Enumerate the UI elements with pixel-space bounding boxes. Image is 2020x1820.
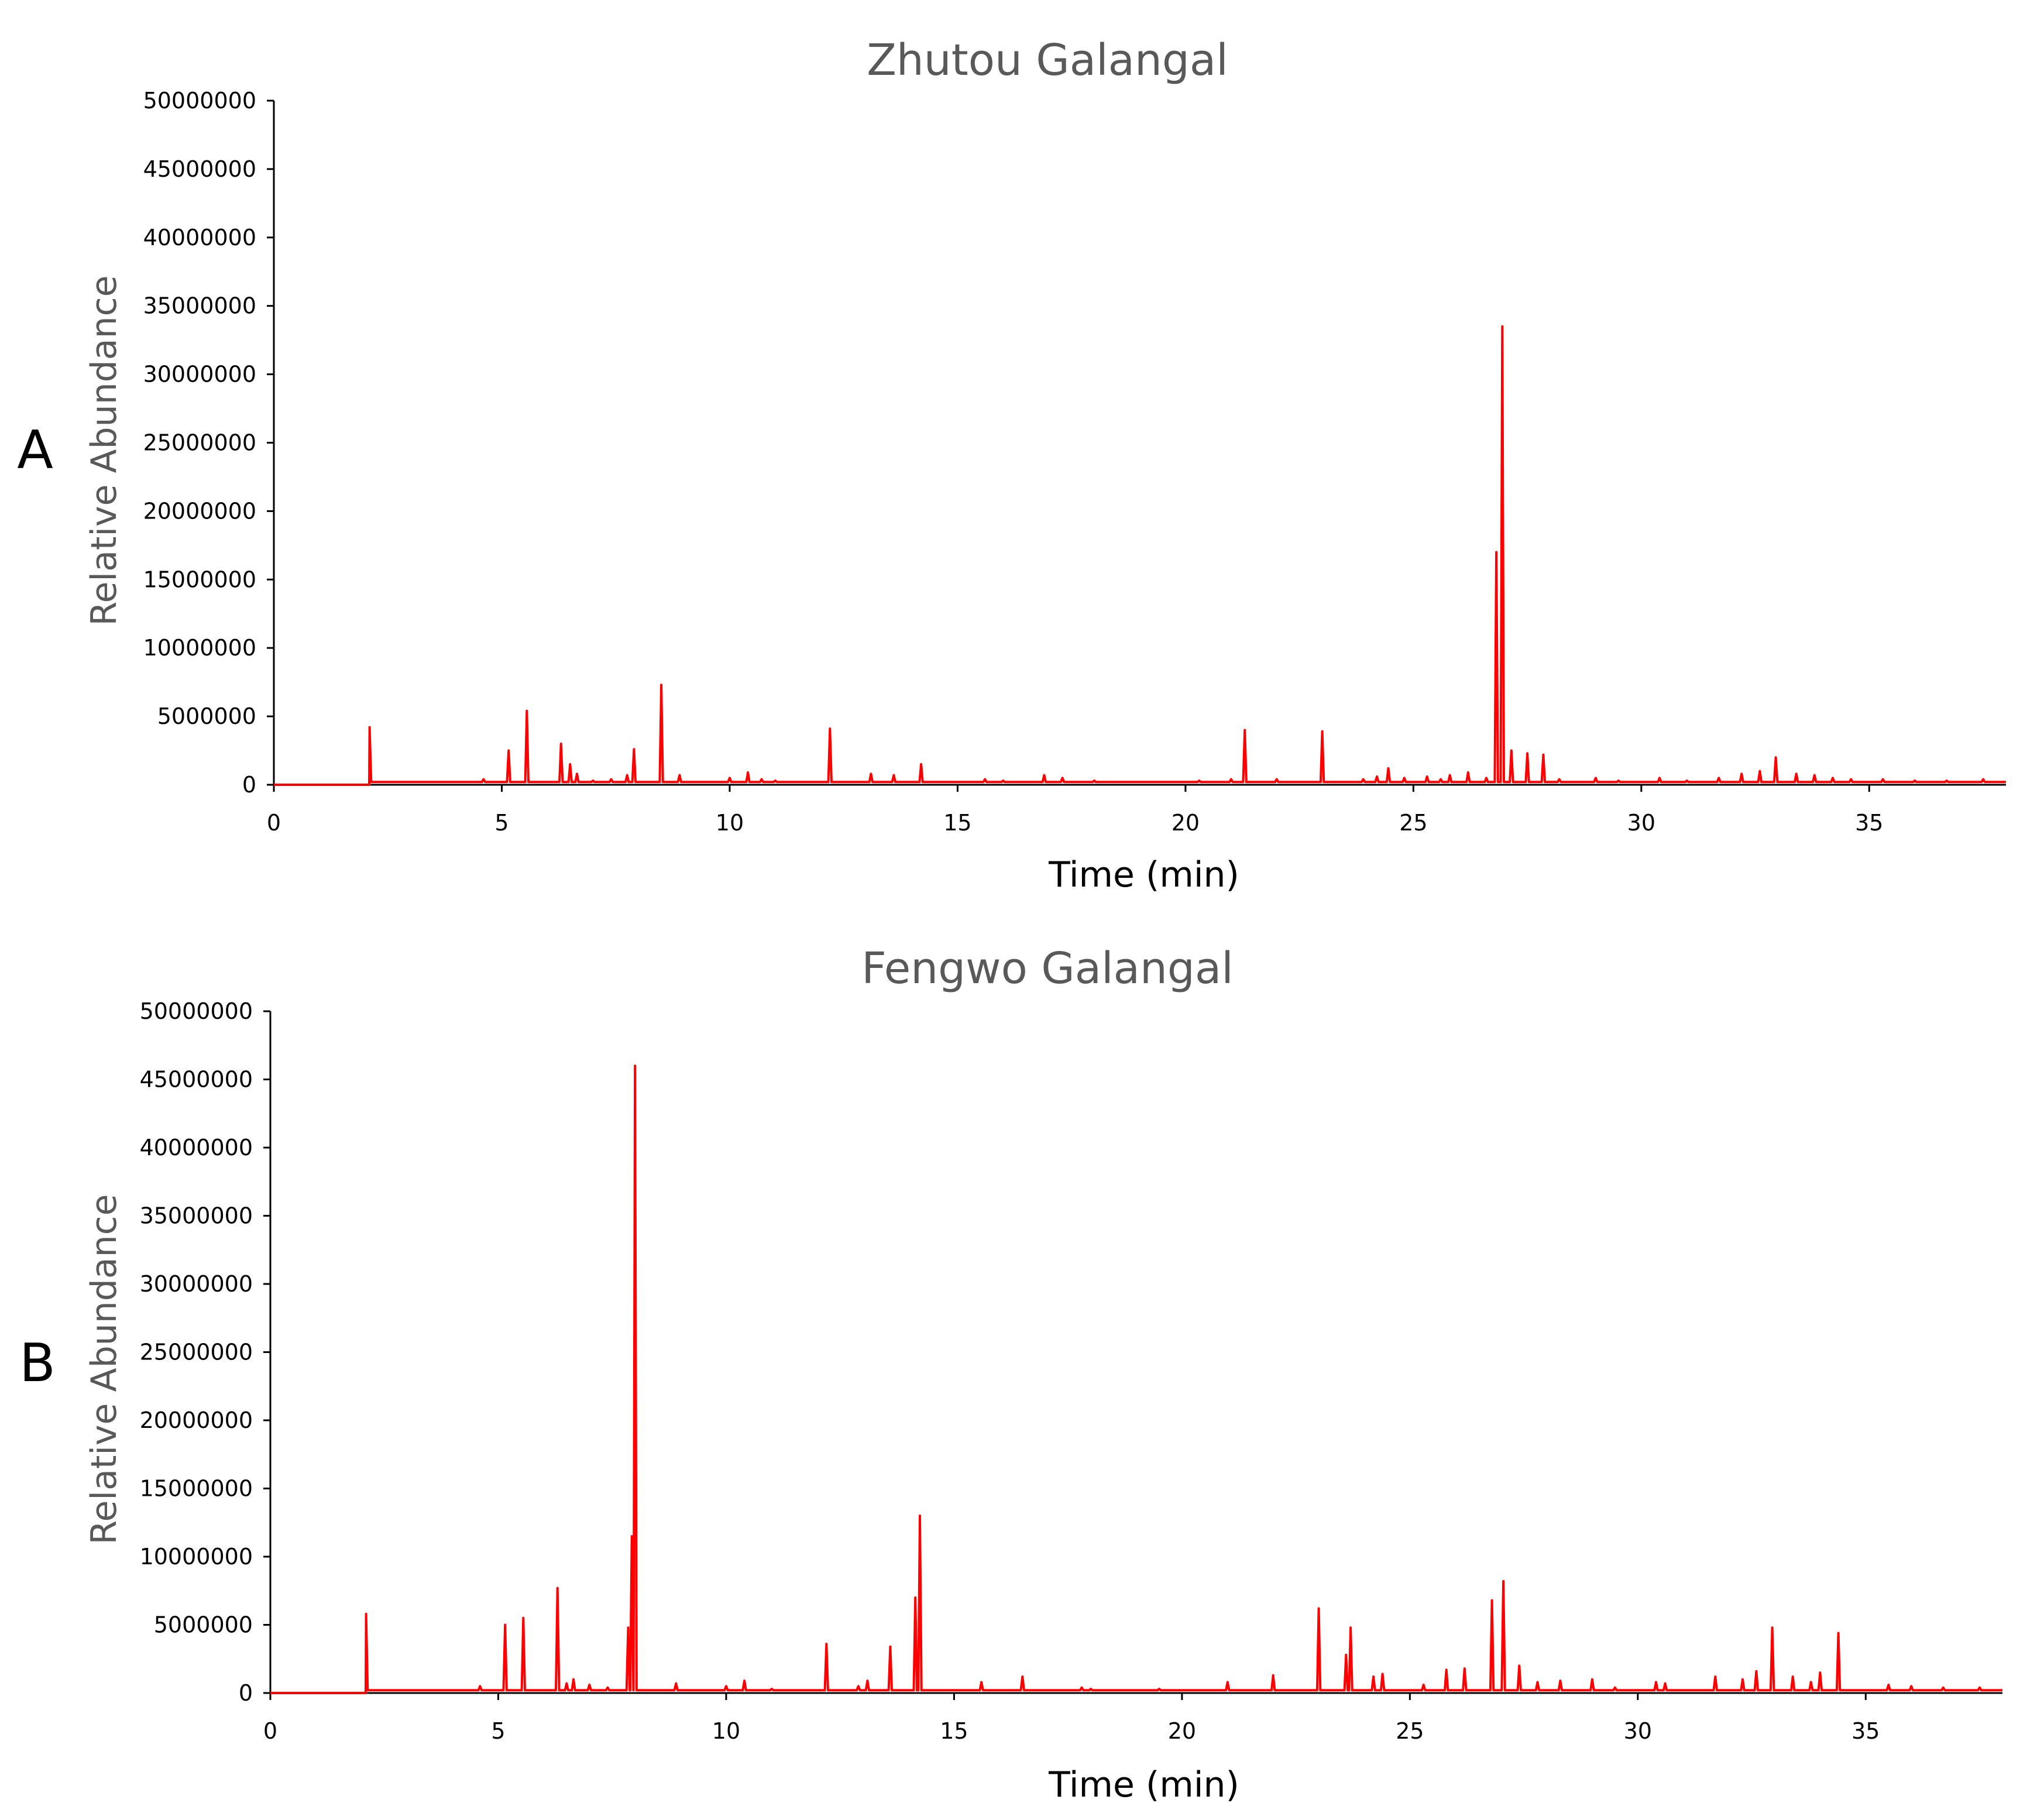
- y-tick-label: 10000000: [143, 635, 256, 661]
- y-tick-label: 30000000: [140, 1271, 253, 1297]
- x-axis-label-a: Time (min): [1048, 854, 1239, 895]
- x-tick-label: 25: [1396, 1718, 1424, 1744]
- x-tick-label: 35: [1851, 1718, 1880, 1744]
- y-axis-label-a: Relative Abundance: [84, 275, 125, 626]
- x-tick-label: 0: [263, 1718, 277, 1744]
- y-ticks-b: 0 5000000 10000000 15000000 20000000 25000000…: [140, 998, 270, 1706]
- x-tick-label: 15: [943, 810, 971, 836]
- chromatogram-trace-b: [270, 1064, 2002, 1694]
- chart-title-b: Fengwo Galangal: [861, 943, 1234, 994]
- y-tick-label: 30000000: [143, 362, 256, 387]
- chart-panel-a: A Zhutou Galangal Relative Abundance Tim…: [17, 35, 2006, 895]
- y-tick-label: 45000000: [140, 1067, 253, 1093]
- x-tick-label: 20: [1172, 810, 1200, 836]
- x-tick-label: 10: [712, 1718, 740, 1744]
- y-tick-label: 35000000: [140, 1203, 253, 1229]
- y-ticks-a: 0 5000000 10000000 15000000 20000000 25000000…: [143, 88, 274, 798]
- y-tick-label: 10000000: [140, 1544, 253, 1570]
- panel-letter-b: B: [19, 1333, 56, 1394]
- y-tick-label: 45000000: [143, 156, 256, 182]
- y-tick-label: 15000000: [140, 1476, 253, 1502]
- y-tick-label: 50000000: [143, 88, 256, 114]
- x-tick-label: 30: [1627, 810, 1655, 836]
- y-tick-label: 40000000: [143, 225, 256, 250]
- y-tick-label: 40000000: [140, 1135, 253, 1160]
- x-tick-label: 15: [940, 1718, 968, 1744]
- y-tick-label: 15000000: [143, 566, 256, 592]
- x-tick-label: 5: [491, 1718, 505, 1744]
- y-tick-label: 35000000: [143, 293, 256, 319]
- x-tick-label: 35: [1855, 810, 1883, 836]
- x-tick-label: 10: [716, 810, 744, 836]
- x-ticks-a: 0 5 10 15 20 25 30 35: [267, 785, 1883, 836]
- x-tick-label: 20: [1168, 1718, 1196, 1744]
- y-tick-label: 0: [242, 772, 256, 798]
- y-tick-label: 50000000: [140, 998, 253, 1024]
- y-axis-label-b: Relative Abundance: [84, 1194, 125, 1544]
- x-tick-label: 30: [1624, 1718, 1652, 1744]
- x-tick-label: 0: [267, 810, 281, 836]
- y-tick-label: 20000000: [143, 498, 256, 524]
- x-tick-label: 5: [494, 810, 509, 836]
- chart-title-a: Zhutou Galangal: [867, 35, 1228, 85]
- x-axis-label-b: Time (min): [1048, 1764, 1239, 1805]
- chart-panel-b: B Fengwo Galangal Relative Abundance Tim…: [19, 943, 2002, 1805]
- x-ticks-b: 0 5 10 15 20 25 30 35: [263, 1693, 1880, 1744]
- y-tick-label: 20000000: [140, 1407, 253, 1433]
- x-tick-label: 25: [1399, 810, 1427, 836]
- chromatogram-trace-a: [274, 325, 2006, 786]
- y-tick-label: 25000000: [140, 1340, 253, 1365]
- panel-letter-a: A: [17, 420, 53, 481]
- y-tick-label: 0: [239, 1680, 253, 1706]
- y-tick-label: 25000000: [143, 430, 256, 456]
- y-tick-label: 5000000: [157, 703, 256, 729]
- y-tick-label: 5000000: [154, 1612, 253, 1638]
